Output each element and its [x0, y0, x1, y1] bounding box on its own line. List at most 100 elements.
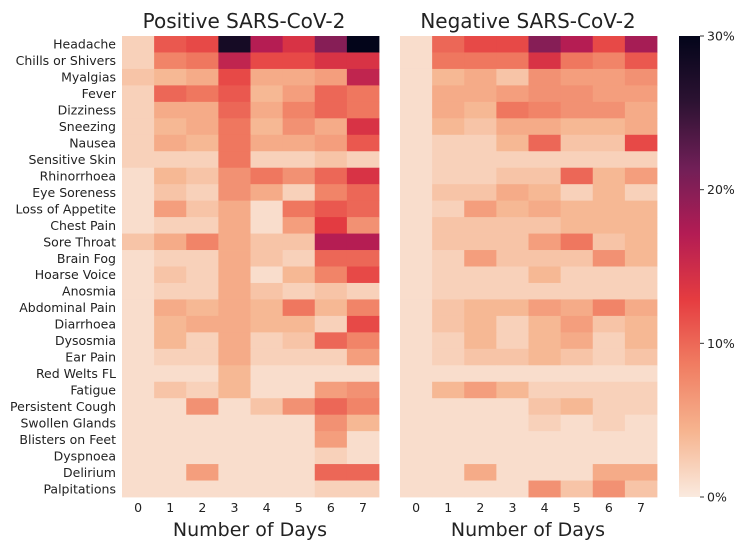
heatmap-cell — [154, 101, 187, 119]
heatmap-cell — [218, 36, 251, 53]
heatmap-cell — [122, 151, 155, 169]
heatmap-cell — [250, 118, 284, 136]
heatmap-cell — [346, 365, 380, 383]
heatmap-cell — [218, 101, 251, 119]
heatmap-cell — [186, 200, 219, 218]
heatmap-cell — [464, 68, 497, 86]
heatmap-cell — [122, 282, 155, 300]
heatmap-cell — [250, 68, 284, 86]
heatmap-cell — [496, 151, 529, 169]
heatmap-cell — [432, 381, 465, 399]
heatmap-cell — [314, 36, 348, 53]
heatmap-cell — [250, 233, 284, 251]
heatmap-cell — [122, 398, 155, 416]
heatmap-cell — [186, 167, 219, 185]
day-tick-label: 5 — [573, 500, 581, 515]
heatmap-cell — [464, 398, 497, 416]
heatmap-cell — [122, 447, 155, 465]
heatmap-cell — [186, 52, 219, 70]
heatmap-cell — [282, 315, 316, 333]
heatmap-cell — [560, 480, 594, 498]
heatmap-cell — [528, 167, 562, 185]
heatmap-cell — [528, 332, 562, 350]
heatmap-cell — [528, 68, 562, 86]
heatmap-cell — [154, 68, 187, 86]
day-tick-label: 7 — [359, 500, 367, 515]
heatmap-cell — [432, 68, 465, 86]
heatmap-cell — [314, 52, 348, 70]
symptom-label: Persistent Cough — [10, 399, 116, 414]
heatmap-cell — [250, 332, 284, 350]
day-tick-label: 0 — [412, 500, 420, 515]
heatmap-cell — [154, 348, 187, 366]
heatmap-cell — [496, 447, 529, 465]
heatmap-cell — [282, 299, 316, 317]
heatmap-cell — [314, 480, 348, 498]
heatmap-cell — [122, 332, 155, 350]
heatmap-cell — [464, 381, 497, 399]
heatmap-cell — [432, 250, 465, 267]
day-tick-label: 4 — [263, 500, 271, 515]
heatmap-cell — [122, 101, 155, 119]
heatmap-cell — [218, 118, 251, 136]
heatmap-cell — [122, 431, 155, 448]
heatmap-cell — [528, 250, 562, 267]
heatmap-cell — [218, 233, 251, 251]
heatmap-cell — [154, 36, 187, 53]
heatmap-cell — [282, 118, 316, 136]
heatmap-cell — [432, 36, 465, 53]
heatmap-cell — [560, 365, 594, 383]
heatmap-cell — [154, 200, 187, 218]
heatmap-cell — [432, 315, 465, 333]
heatmap-cell — [218, 134, 251, 152]
heatmap-cell — [154, 282, 187, 300]
heatmap-cell — [624, 480, 658, 498]
heatmap-cell — [186, 282, 219, 300]
heatmap-cell — [432, 398, 465, 416]
heatmap-cell — [624, 151, 658, 169]
heatmap-cell — [186, 266, 219, 284]
heatmap-cell — [314, 184, 348, 202]
heatmap-cell — [560, 266, 594, 284]
heatmap-cell — [624, 118, 658, 136]
heatmap-cell — [592, 250, 626, 267]
heatmap-cell — [218, 85, 251, 103]
heatmap-cell — [122, 52, 155, 70]
heatmap-cell — [282, 348, 316, 366]
heatmap-cell — [592, 332, 626, 350]
heatmap-cell — [250, 250, 284, 267]
symptom-label: Fatigue — [70, 382, 116, 397]
heatmap-cell — [314, 134, 348, 152]
symptom-label: Myalgias — [61, 70, 116, 85]
heatmap-cell — [624, 398, 658, 416]
heatmap-cell — [624, 299, 658, 317]
heatmap-cell — [218, 282, 251, 300]
heatmap-cell — [154, 151, 187, 169]
heatmap-cell — [560, 68, 594, 86]
heatmap-cell — [122, 348, 155, 366]
heatmap-cell — [122, 250, 155, 267]
symptom-label: Brain Fog — [57, 251, 116, 266]
heatmap-cell — [560, 315, 594, 333]
heatmap-cell — [346, 464, 380, 481]
heatmap-cell — [186, 217, 219, 234]
heatmap-cell — [314, 348, 348, 366]
heatmap-cell — [624, 464, 658, 481]
heatmap-cell — [314, 151, 348, 169]
heatmap-cell — [496, 200, 529, 218]
heatmap-cell — [464, 480, 497, 498]
heatmap-cell — [154, 398, 187, 416]
heatmap-cell — [432, 282, 465, 300]
heatmap-cell — [186, 414, 219, 432]
heatmap-cell — [282, 381, 316, 399]
heatmap-cell — [432, 118, 465, 136]
heatmap-cell — [314, 217, 348, 234]
heatmap-cell — [400, 398, 433, 416]
heatmap-cell — [218, 299, 251, 317]
heatmap-cell — [250, 480, 284, 498]
heatmap-cell — [346, 282, 380, 300]
positive-day-ticks: 0 1 2 3 4 5 6 7 — [134, 500, 367, 515]
symptom-label: Sore Throat — [43, 234, 116, 249]
symptom-label: Dyspnoea — [54, 448, 116, 463]
